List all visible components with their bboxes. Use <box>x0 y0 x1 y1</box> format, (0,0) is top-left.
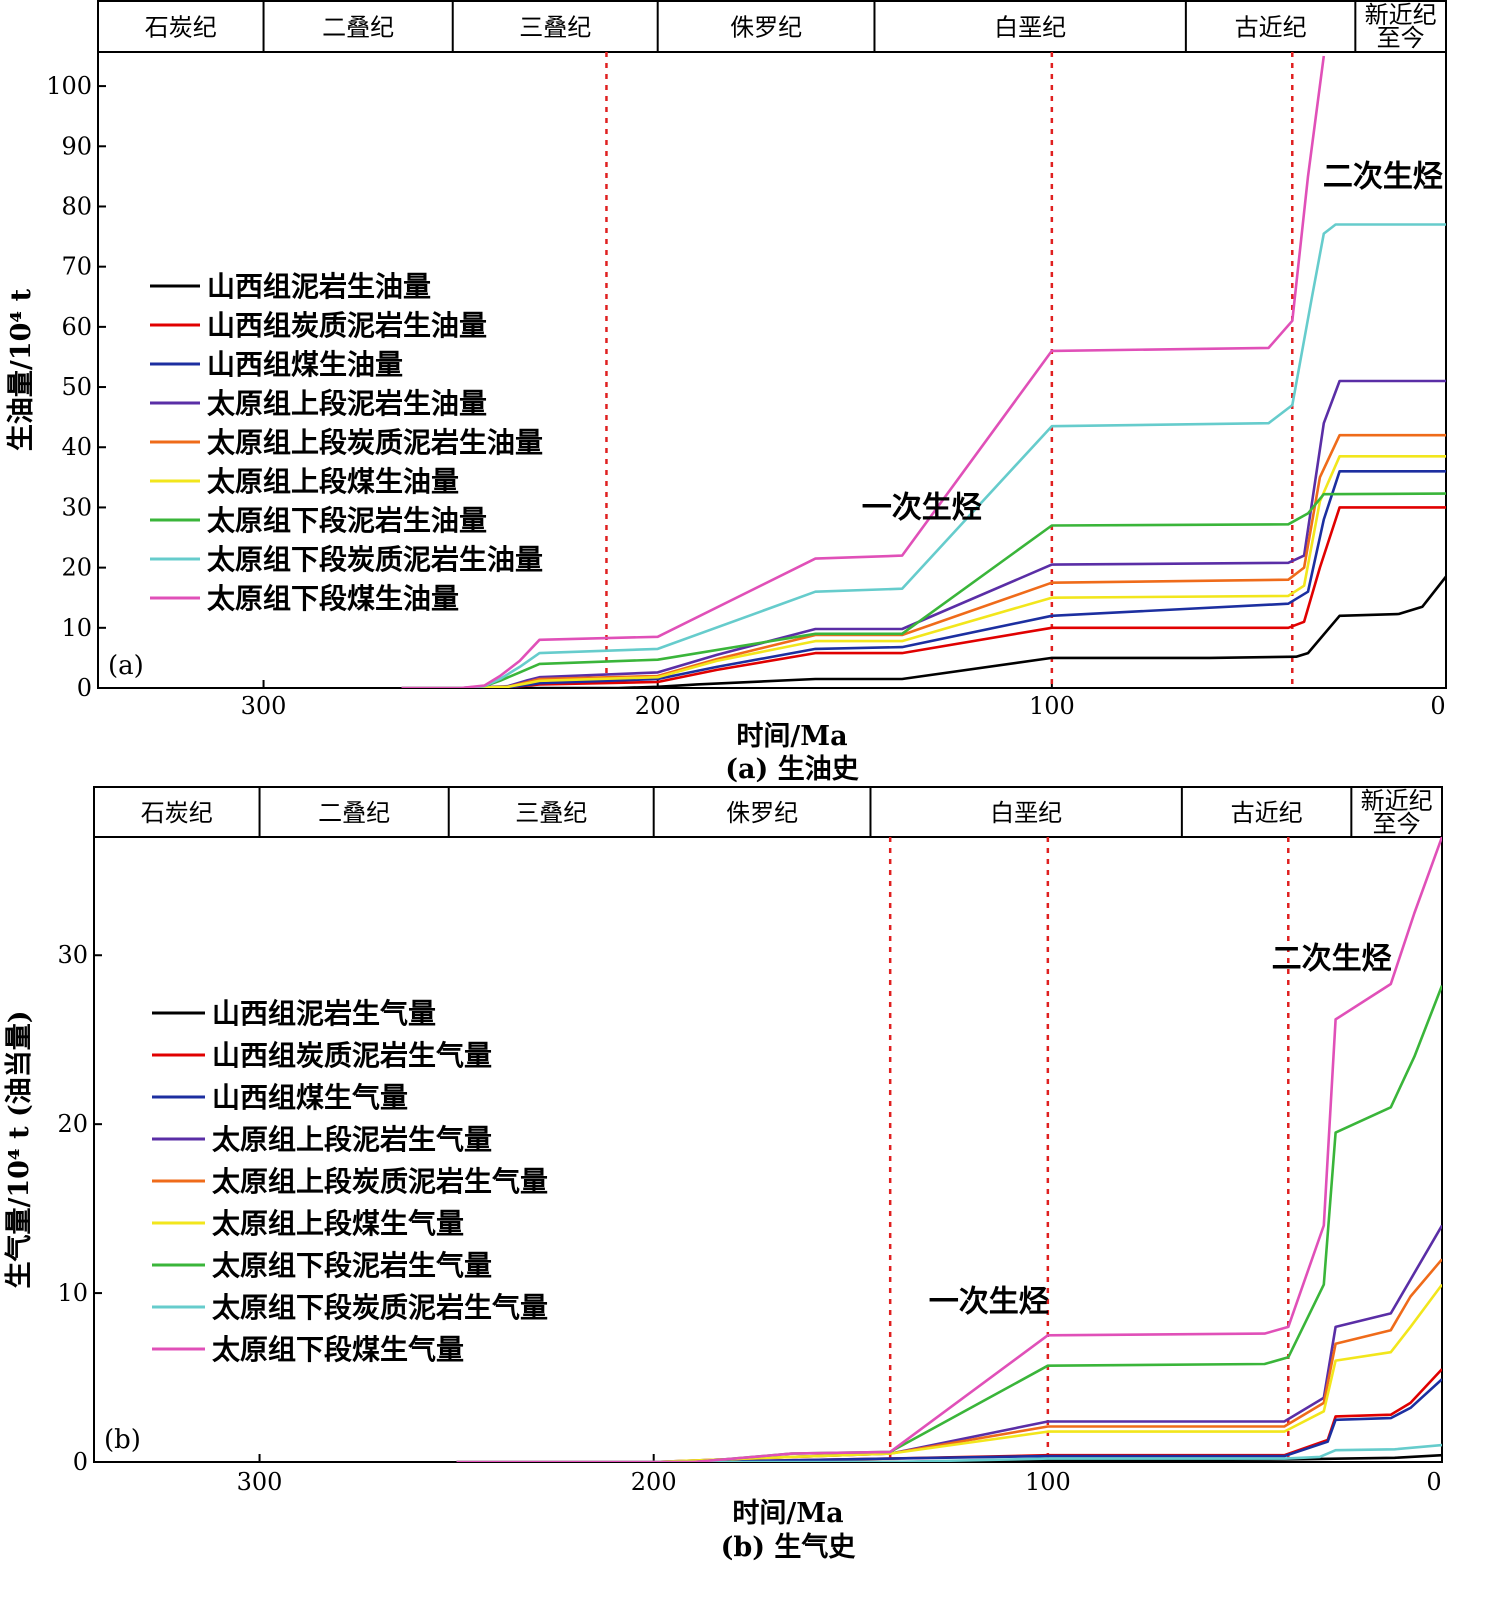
period-label: 三叠纪 <box>515 799 587 827</box>
period-label: 白垩纪 <box>990 799 1062 827</box>
gas-generation-chart: 石炭纪 二叠纪 三叠纪 侏罗纪 白垩纪 古近纪 新近纪至今 0 10 20 30 300 200 100 0… <box>4 786 1443 1563</box>
y-tick-label: 20 <box>61 554 92 582</box>
legend-entry: 太原组下段炭质泥岩生气量 <box>212 1291 548 1324</box>
series-line <box>401 55 1326 688</box>
x-tick-label: 300 <box>237 1468 283 1496</box>
annotation: 二次生烃 <box>1323 159 1443 194</box>
series-line <box>456 985 1442 1462</box>
legend-entry: 太原组上段煤生气量 <box>212 1207 464 1240</box>
period-label: 新近纪至今 <box>1365 1 1437 52</box>
annotation: 一次生烃 <box>862 490 982 525</box>
period-label: 石炭纪 <box>141 799 213 827</box>
panel-label: (a) <box>108 651 144 681</box>
x-tick-label: 0 <box>1430 692 1445 720</box>
oil-generation-chart: 石炭纪 二叠纪 三叠纪 侏罗纪 白垩纪 古近纪 新近纪至今 0 10 20 30 40 50 60 70 80… <box>6 0 1447 785</box>
legend-entry: 太原组上段煤生油量 <box>207 465 459 498</box>
legend-entry: 山西组泥岩生气量 <box>212 997 436 1030</box>
legend-entry: 太原组下段煤生油量 <box>207 582 459 615</box>
period-label: 二叠纪 <box>322 14 394 42</box>
y-tick-label: 10 <box>57 1279 88 1307</box>
series-line <box>401 223 1446 688</box>
period-label: 侏罗纪 <box>726 799 798 827</box>
series-line <box>401 454 1446 688</box>
plot-frame <box>97 51 1447 689</box>
legend-entry: 太原组上段炭质泥岩生油量 <box>207 426 543 459</box>
legend: 山西组泥岩生油量山西组炭质泥岩生油量山西组煤生油量太原组上段泥岩生油量太原组上段… <box>150 270 543 615</box>
y-tick-label: 0 <box>73 1448 88 1476</box>
period-header: 石炭纪 二叠纪 三叠纪 侏罗纪 白垩纪 古近纪 新近纪至今 <box>93 786 1443 838</box>
y-tick-label: 20 <box>57 1110 88 1138</box>
panel-label: (b) <box>104 1425 141 1455</box>
x-tick-label: 100 <box>1029 692 1075 720</box>
period-header: 石炭纪 二叠纪 三叠纪 侏罗纪 白垩纪 古近纪 新近纪至今 <box>97 0 1447 53</box>
period-label: 古近纪 <box>1231 799 1303 827</box>
series-line <box>456 1443 1442 1462</box>
legend-entry: 山西组炭质泥岩生气量 <box>212 1039 492 1072</box>
x-axis-title: 时间/Ma <box>736 721 847 752</box>
legend-entry: 太原组上段泥岩生气量 <box>212 1123 492 1156</box>
y-tick-label: 40 <box>61 433 92 461</box>
y-tick-label: 60 <box>61 313 92 341</box>
x-tick-label: 200 <box>631 1468 677 1496</box>
legend-entry: 太原组下段泥岩生油量 <box>207 504 487 537</box>
period-label: 古近纪 <box>1235 14 1307 42</box>
annotation: 一次生烃 <box>929 1285 1049 1320</box>
y-tick-label: 100 <box>46 72 92 100</box>
period-label: 石炭纪 <box>145 14 217 42</box>
legend-entry: 太原组上段泥岩生油量 <box>207 387 487 420</box>
y-axis-title: 生气量/10⁴ t (油当量) <box>4 1010 35 1288</box>
period-label: 新近纪至今 <box>1361 787 1433 838</box>
legend-entry: 太原组下段炭质泥岩生油量 <box>207 543 543 576</box>
series-line <box>456 1378 1442 1462</box>
legend-entry: 山西组泥岩生油量 <box>207 270 431 303</box>
caption: (b) 生气史 <box>721 1532 856 1563</box>
y-tick-label: 90 <box>61 132 92 160</box>
y-tick-label: 0 <box>77 674 92 702</box>
legend-entry: 太原组上段炭质泥岩生气量 <box>212 1165 548 1198</box>
x-tick-label: 0 <box>1426 1468 1441 1496</box>
period-label: 侏罗纪 <box>730 14 802 42</box>
y-tick-label: 30 <box>61 493 92 521</box>
y-tick-label: 50 <box>61 373 92 401</box>
y-tick-label: 30 <box>57 941 88 969</box>
series-line <box>456 837 1442 1462</box>
caption: (a) 生油史 <box>725 754 858 785</box>
period-label: 三叠纪 <box>519 14 591 42</box>
x-tick-label: 300 <box>241 692 287 720</box>
legend-entry: 太原组下段煤生气量 <box>212 1333 464 1366</box>
legend-entry: 山西组煤生气量 <box>212 1081 408 1114</box>
y-tick-label: 70 <box>61 253 92 281</box>
x-tick-label: 200 <box>635 692 681 720</box>
legend-entry: 山西组煤生油量 <box>207 348 403 381</box>
period-label: 二叠纪 <box>318 799 390 827</box>
period-label: 白垩纪 <box>994 14 1066 42</box>
series-group <box>456 837 1442 1462</box>
y-tick-label: 80 <box>61 192 92 220</box>
series-line <box>401 575 1446 688</box>
legend-entry: 太原组下段泥岩生气量 <box>212 1249 492 1282</box>
x-tick-label: 100 <box>1025 1468 1071 1496</box>
legend: 山西组泥岩生气量山西组炭质泥岩生气量山西组煤生气量太原组上段泥岩生气量太原组上段… <box>152 997 548 1366</box>
series-group <box>401 55 1446 688</box>
y-axis-title: 生油量/10⁴ t <box>6 288 37 451</box>
y-tick-label: 10 <box>61 614 92 642</box>
x-axis-title: 时间/Ma <box>732 1498 843 1529</box>
legend-entry: 山西组炭质泥岩生油量 <box>207 309 487 342</box>
series-line <box>401 506 1446 688</box>
annotation: 二次生烃 <box>1272 942 1392 977</box>
